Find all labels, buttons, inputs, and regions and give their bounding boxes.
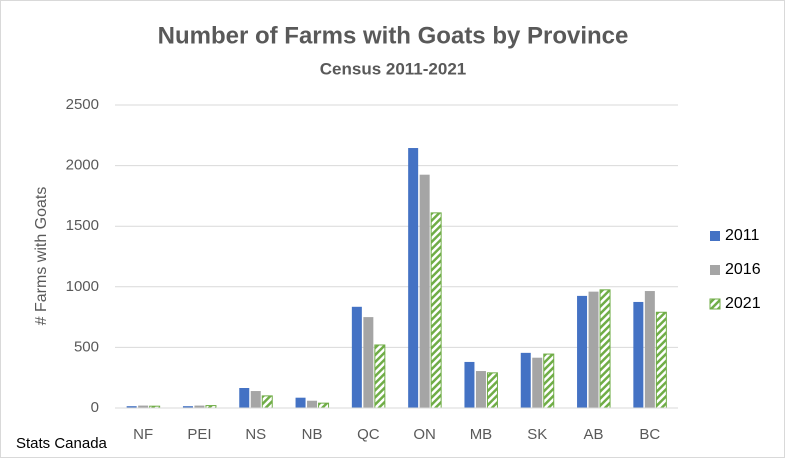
y-tick-label: 1000: [66, 278, 99, 295]
legend-label: 2011: [725, 227, 760, 244]
x-tick-label: BC: [639, 426, 660, 443]
chart-subtitle: Census 2011-2021: [320, 59, 467, 78]
bar: [295, 397, 306, 408]
bar: [138, 405, 149, 408]
x-tick-label: PEI: [187, 426, 211, 443]
bar: [182, 406, 193, 408]
y-tick-label: 0: [91, 399, 99, 416]
bar: [543, 353, 555, 409]
y-tick-label: 2000: [66, 157, 99, 174]
legend-label: 2021: [725, 295, 761, 312]
legend-label: 2016: [725, 261, 761, 278]
bar: [577, 295, 588, 408]
bar: [194, 405, 205, 408]
bar: [644, 291, 655, 408]
x-tick-label: QC: [357, 426, 380, 443]
bar: [430, 212, 442, 409]
bar: [532, 357, 543, 408]
y-tick-label: 2500: [66, 96, 99, 113]
bar: [239, 388, 250, 408]
bar: [363, 317, 374, 408]
bar: [588, 291, 599, 408]
y-tick-label: 500: [74, 338, 99, 355]
bar: [374, 344, 386, 409]
x-tick-label: MB: [470, 426, 493, 443]
x-tick-label: NF: [133, 426, 153, 443]
bar: [307, 400, 318, 408]
bar: [126, 406, 137, 408]
bar: [599, 289, 611, 409]
bar: [655, 311, 667, 409]
x-tick-label: SK: [527, 426, 547, 443]
bar: [408, 148, 419, 408]
chart-title: Number of Farms with Goats by Province: [158, 22, 629, 49]
bar: [520, 352, 531, 408]
x-tick-label: NS: [245, 426, 266, 443]
x-tick-label: AB: [584, 426, 604, 443]
bar: [633, 301, 644, 408]
bar: [250, 391, 261, 408]
legend-swatch: [710, 231, 720, 241]
legend-swatch: [709, 298, 721, 310]
y-axis-label: # Farms with Goats: [33, 187, 50, 326]
bar: [351, 306, 362, 408]
legend-swatch: [710, 265, 720, 275]
bar: [475, 371, 486, 408]
source-note: Stats Canada: [16, 435, 108, 452]
bar: [464, 361, 475, 408]
bar: [486, 372, 498, 409]
bar: [261, 395, 273, 409]
x-tick-label: NB: [302, 426, 323, 443]
y-tick-label: 1500: [66, 217, 99, 234]
x-tick-label: ON: [413, 426, 436, 443]
bar: [318, 402, 330, 409]
bar: [419, 174, 430, 408]
